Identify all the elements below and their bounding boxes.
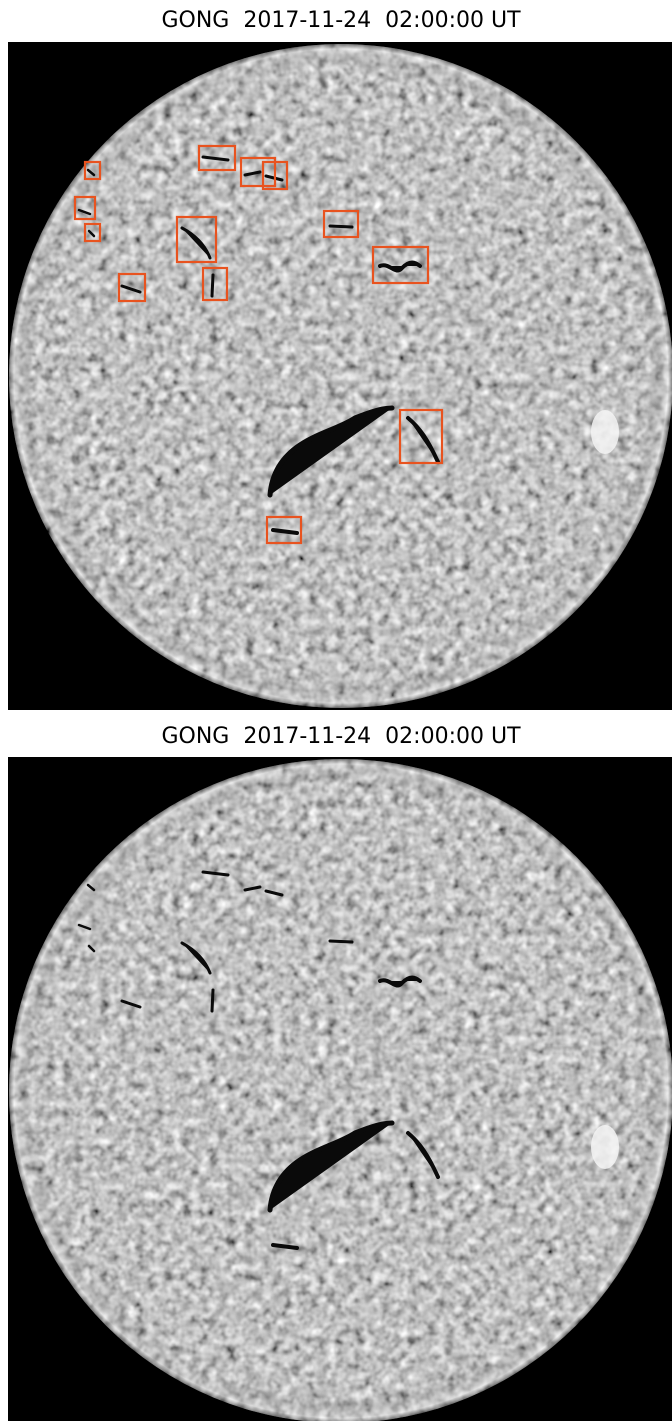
disk-limb xyxy=(9,44,672,708)
figure: GONG 2017-11-24 02:00:00 UT GONG 2017-11… xyxy=(0,0,672,1421)
solar-image xyxy=(8,757,672,1421)
panel-title: GONG 2017-11-24 02:00:00 UT xyxy=(161,8,521,33)
solar-image xyxy=(8,42,672,710)
disk-limb xyxy=(9,759,672,1421)
plage xyxy=(591,1125,619,1169)
panel-title: GONG 2017-11-24 02:00:00 UT xyxy=(161,724,521,749)
plage xyxy=(591,410,619,454)
